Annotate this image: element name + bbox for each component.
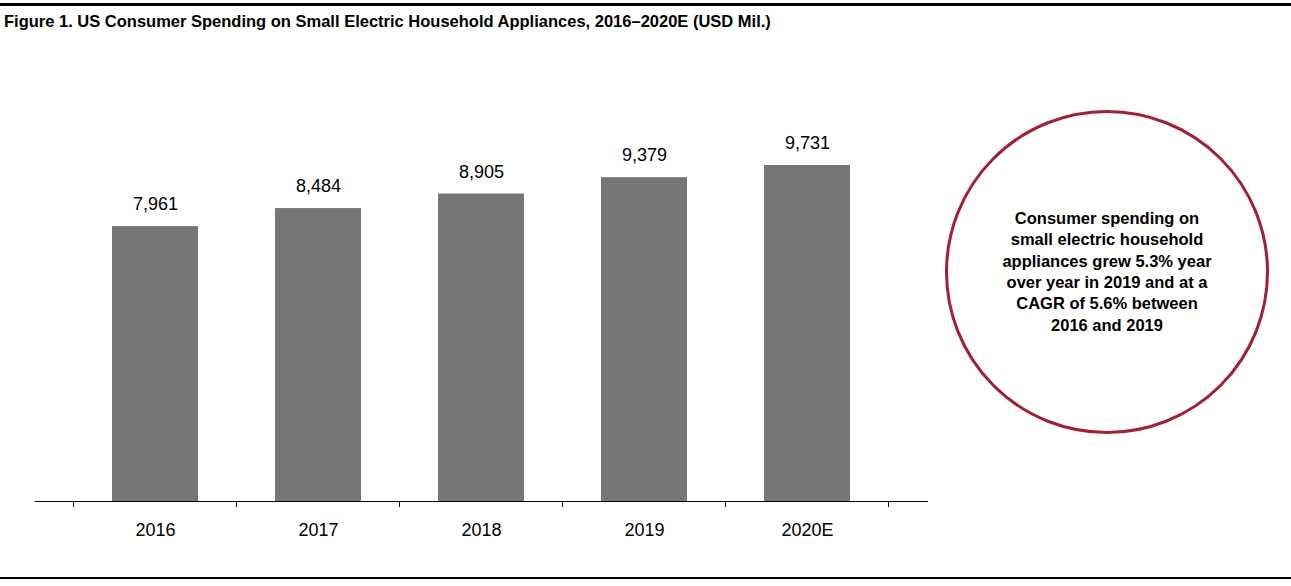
html-text:Consumer spending on small ele: Consumer spending on small electric hous… (1002, 208, 1212, 334)
svg-text:9,731: 9,731 (785, 133, 830, 153)
svg-text:2016: 2016 (135, 520, 175, 540)
svg-text:2019: 2019 (624, 520, 664, 540)
svg-text:2017: 2017 (298, 520, 338, 540)
svg-text:7,961: 7,961 (133, 194, 178, 214)
svg-text:9,379: 9,379 (622, 145, 667, 165)
svg-text:2018: 2018 (461, 520, 501, 540)
svg-text:2020E: 2020E (781, 520, 833, 540)
svg-text:8,905: 8,905 (459, 162, 504, 182)
html-text:Figure 1. US Consumer Spending: Figure 1. US Consumer Spending on Small … (4, 12, 771, 30)
svg-text:8,484: 8,484 (296, 176, 341, 196)
